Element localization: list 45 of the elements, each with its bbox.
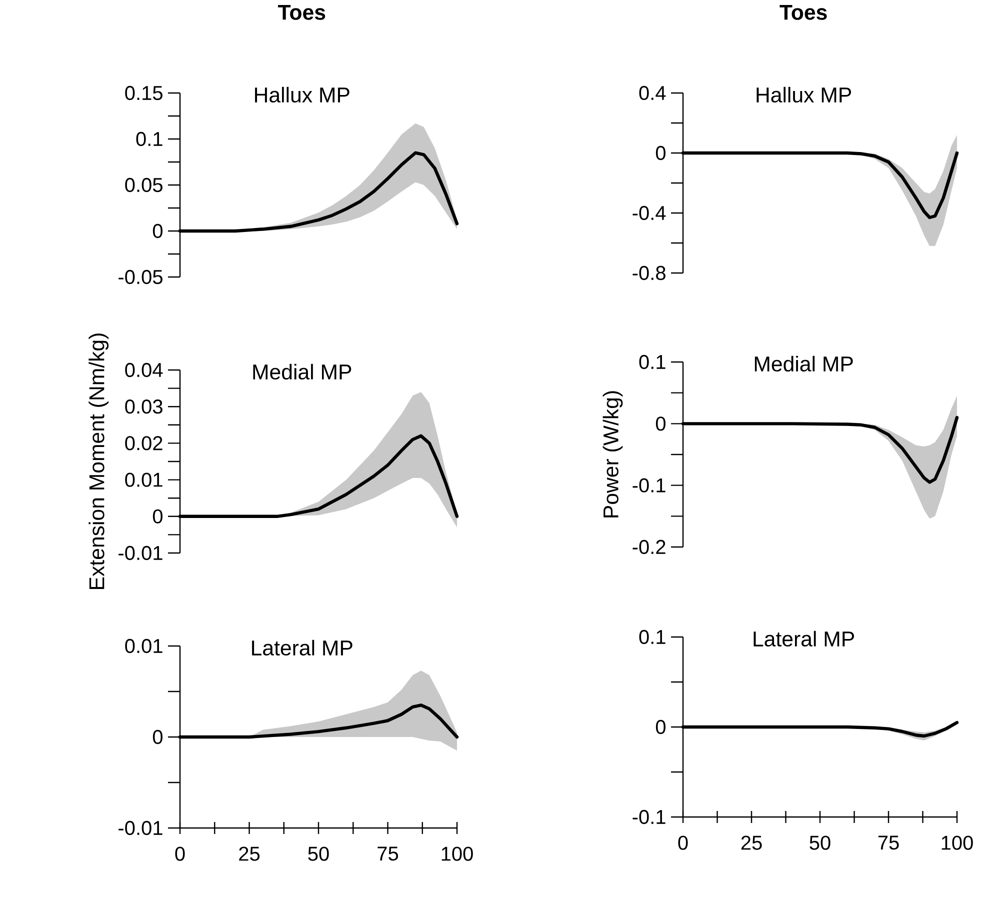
y-tick-label: 0.4 xyxy=(639,86,666,100)
x-tick-label: 25 xyxy=(239,846,260,861)
y-tick-label: -0.01 xyxy=(118,820,162,836)
chart-title: Lateral MP xyxy=(754,630,854,647)
y-tick-label: 0 xyxy=(656,720,666,734)
y-axis-title: Extension Moment (Nm/kg) xyxy=(88,334,109,589)
y-tick-label: 0.15 xyxy=(125,86,162,100)
x-tick-label: 50 xyxy=(810,836,830,850)
y-tick-label: 0.04 xyxy=(125,362,163,378)
chart-title: Medial MP xyxy=(253,364,352,380)
y-tick-label: -0.1 xyxy=(632,810,666,824)
y-tick-label: 0.02 xyxy=(125,436,162,450)
x-tick-label: 75 xyxy=(878,836,899,850)
y-tick-label: 0.1 xyxy=(136,132,162,146)
x-tick-label: 100 xyxy=(442,846,473,861)
chart-subtitle: Hallux MP xyxy=(756,86,852,103)
x-tick-label: 50 xyxy=(308,846,329,861)
y-tick-label: 0 xyxy=(152,509,162,524)
y-tick-label: 0.1 xyxy=(639,630,666,644)
chart-title: Toes xyxy=(780,4,827,20)
y-tick-label: 0.01 xyxy=(125,472,162,487)
chart-title: Toes xyxy=(278,4,326,20)
y-tick-label: 0 xyxy=(152,224,162,238)
y-tick-label: 0 xyxy=(656,146,666,160)
y-tick-label: -0.01 xyxy=(118,546,162,560)
x-tick-label: 0 xyxy=(678,836,688,850)
y-tick-label: 0.05 xyxy=(125,178,162,192)
y-tick-label: 0 xyxy=(656,416,666,431)
y-tick-label: -0.2 xyxy=(632,540,666,554)
x-tick-label: 0 xyxy=(175,846,185,861)
x-tick-label: 75 xyxy=(378,846,398,861)
y-axis-title: Power (W/kg) xyxy=(602,391,623,518)
x-tick-label: 100 xyxy=(942,836,973,850)
y-tick-label: 0.03 xyxy=(125,400,162,414)
chart-subtitle: Hallux MP xyxy=(255,86,350,103)
y-tick-label: -0.4 xyxy=(632,206,666,220)
chart-title: Medial MP xyxy=(754,356,853,372)
y-tick-label: -0.05 xyxy=(118,270,162,284)
y-tick-label: 0 xyxy=(152,730,162,744)
y-tick-label: 0.1 xyxy=(639,354,666,370)
y-tick-label: -0.1 xyxy=(632,478,666,492)
y-tick-label: -0.8 xyxy=(632,266,666,280)
chart-title: Lateral MP xyxy=(252,640,352,656)
y-tick-label: 0.01 xyxy=(125,638,162,654)
x-tick-label: 25 xyxy=(741,836,762,850)
